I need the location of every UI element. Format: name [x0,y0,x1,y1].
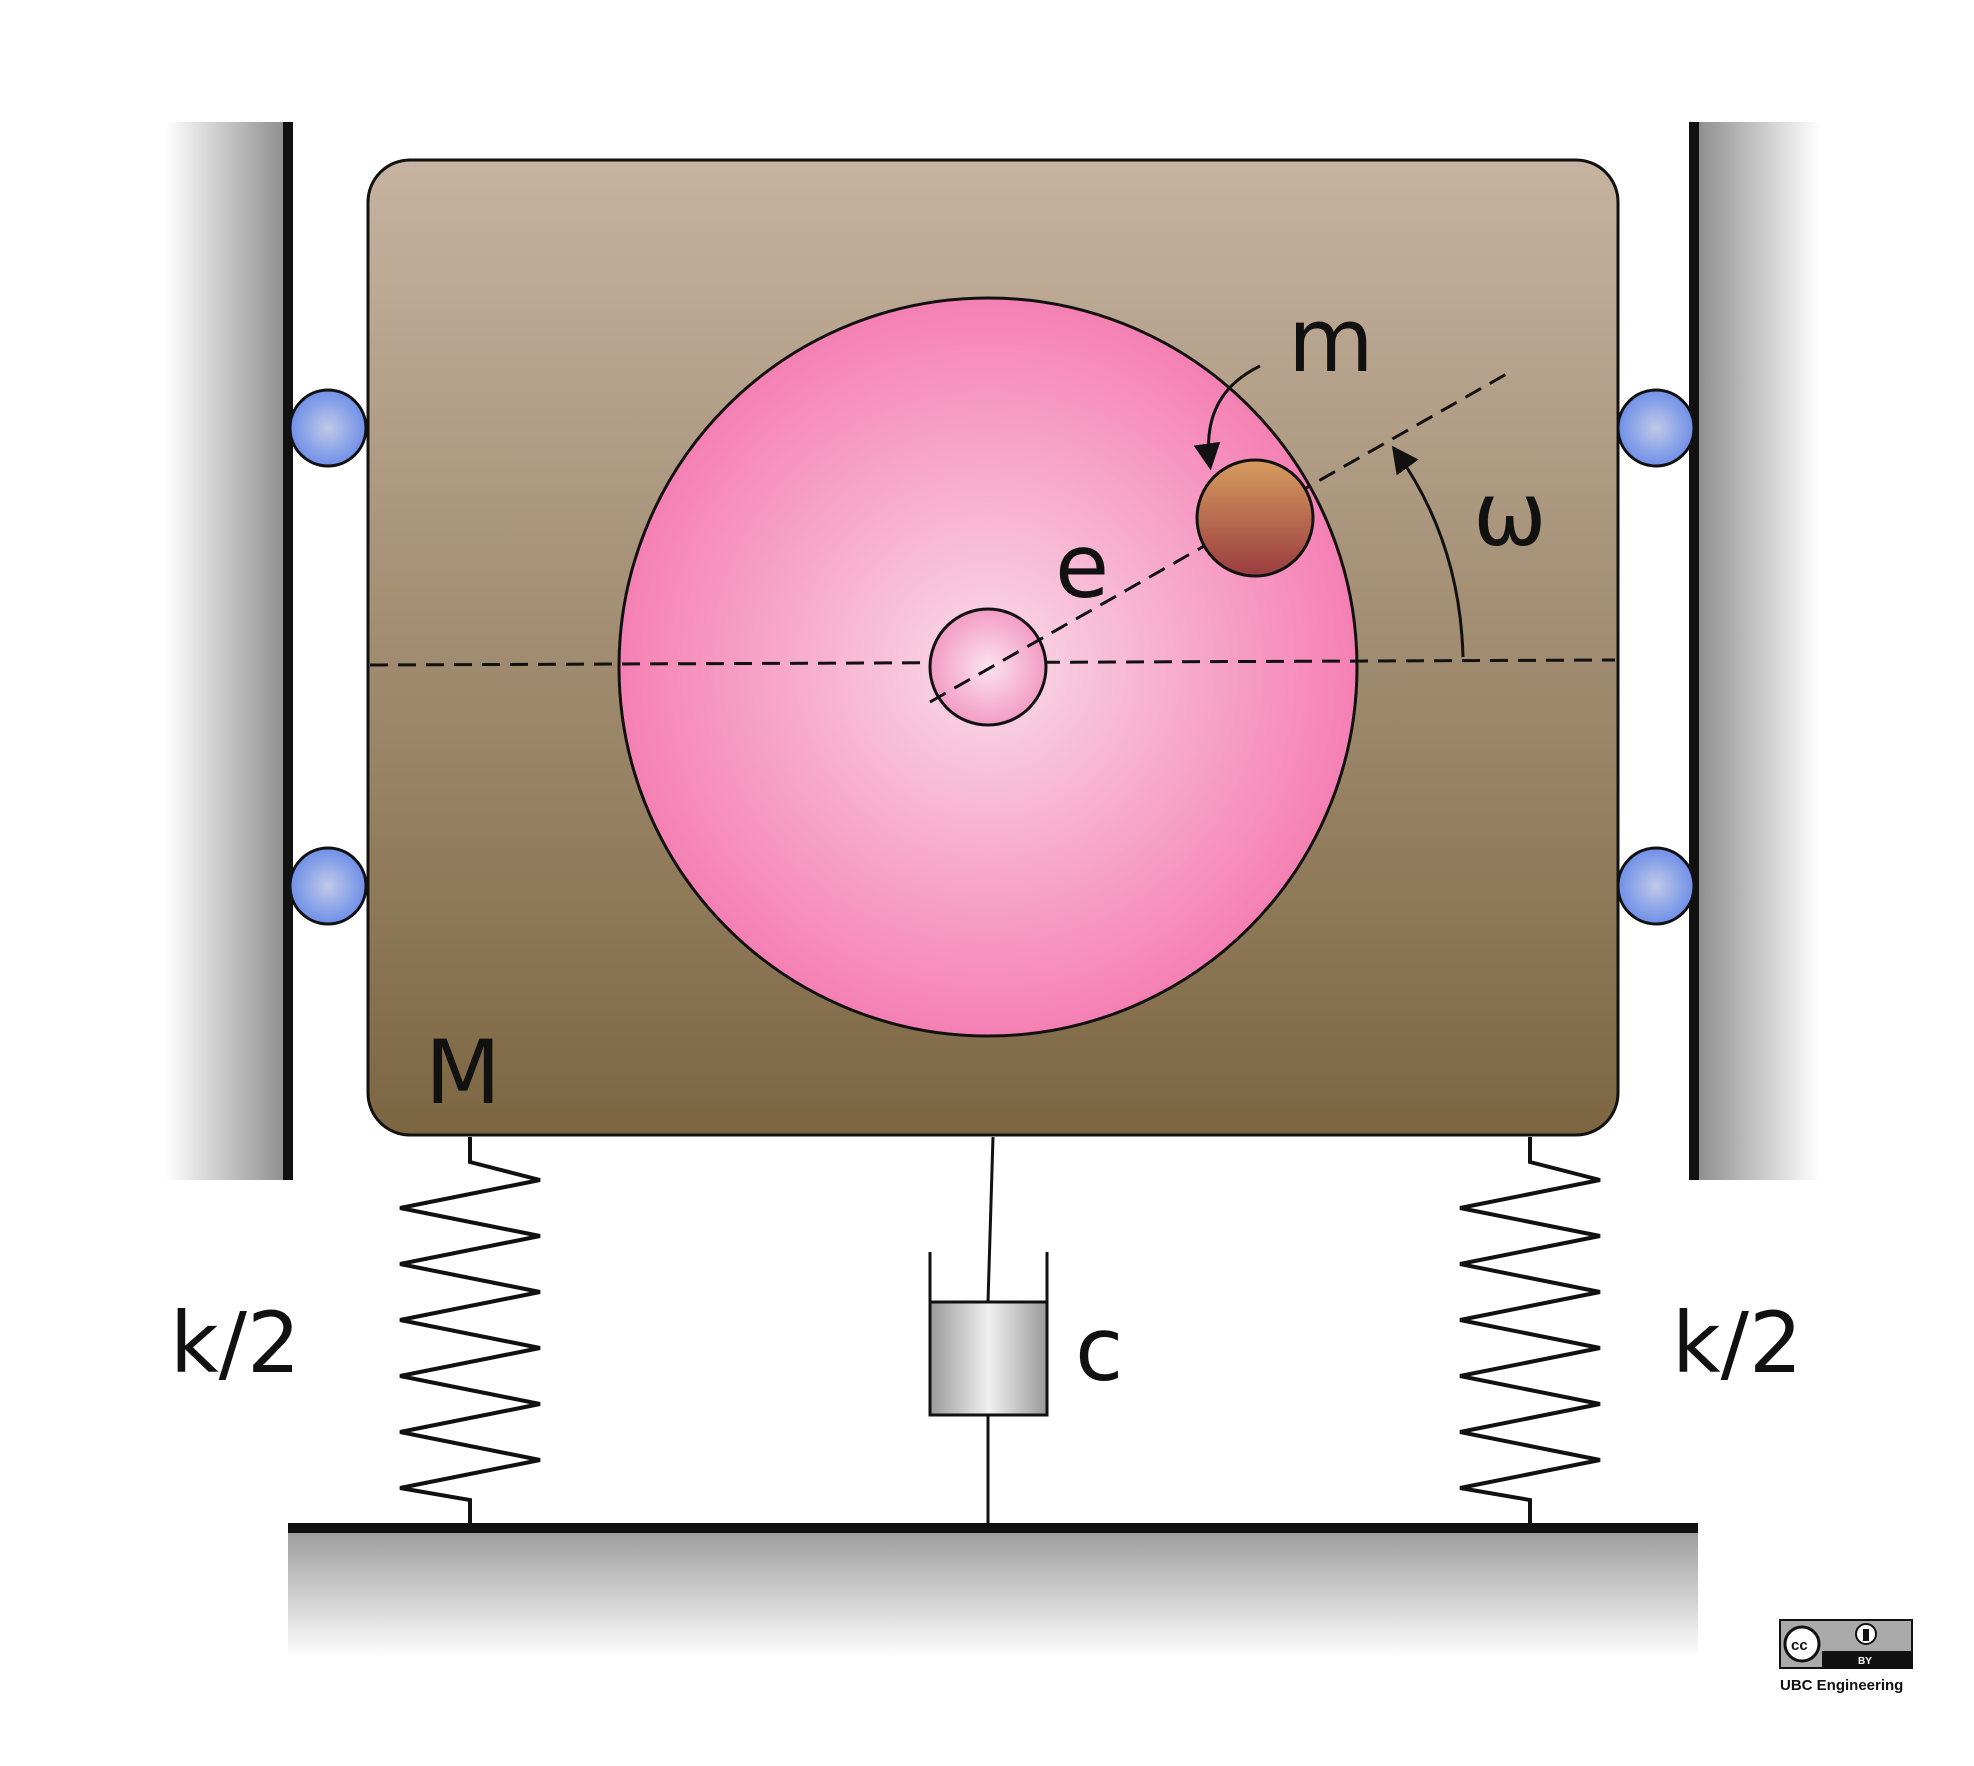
label-eccentricity: e [1055,515,1109,618]
roller-right-bottom [1616,846,1696,926]
cc-badge-by: BY [1858,1656,1872,1667]
person-icon-body [1863,1629,1869,1641]
mass-pointer-arrow [1193,364,1261,471]
spring-left [399,1137,541,1528]
credit-author: UBC Engineering [1780,1677,1903,1694]
right-wall-shading [1695,122,1820,1180]
label-spring-right: k/2 [1672,1294,1802,1392]
left-wall-shading [165,122,287,1180]
ground-shading [288,1528,1698,1658]
roller-right-top [1616,388,1696,468]
cc-by-badge: cc BY [1779,1619,1913,1669]
omega-arc-arrow [1391,445,1465,658]
cc-icon [1783,1625,1821,1663]
label-angular-velocity: ω [1473,463,1547,566]
roller-left-bottom [288,846,368,926]
cc-badge-text: cc [1791,1637,1808,1654]
eccentric-mass [1195,458,1315,578]
label-damper: c [1075,1298,1123,1401]
cc-badge-dark-band [1822,1651,1911,1667]
roller-left-top [288,388,368,468]
label-mass-body: M [425,1021,501,1124]
spring-right [1459,1137,1601,1528]
label-unbalanced-mass: m [1288,289,1374,392]
label-spring-left: k/2 [170,1294,300,1392]
disc-hub [928,607,1048,727]
damper-piston [928,1300,1049,1417]
damper-rod-top [986,1136,995,1303]
